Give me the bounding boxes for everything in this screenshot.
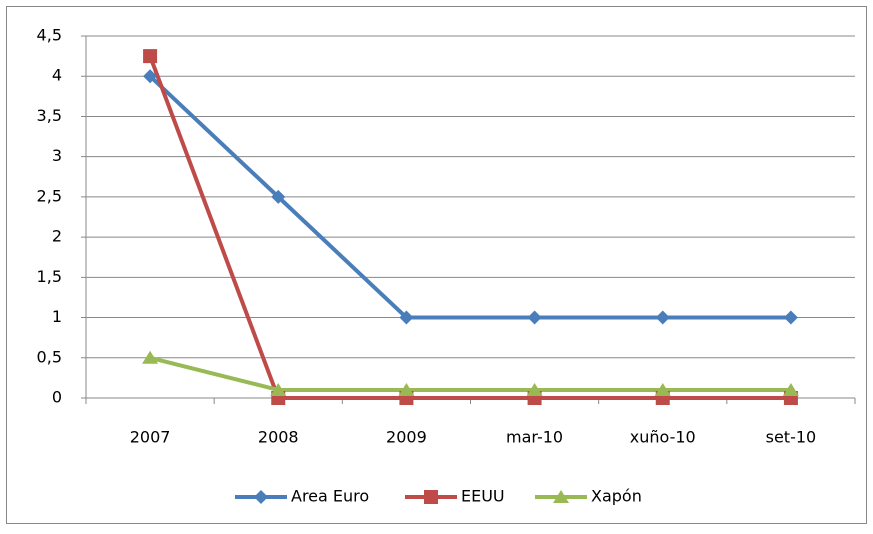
series-line — [148, 55, 791, 400]
marker — [398, 382, 415, 396]
y-tick-label: 2,5 — [37, 186, 62, 205]
series-line — [148, 74, 791, 320]
x-tick-label: xuño-10 — [630, 428, 696, 447]
y-tick-label: 4 — [52, 66, 62, 85]
marker — [399, 310, 414, 325]
marker — [527, 310, 542, 325]
marker — [143, 69, 158, 84]
y-tick-label: 4,5 — [37, 26, 62, 45]
marker — [782, 382, 799, 396]
y-tick-label: 0 — [52, 388, 62, 407]
x-tick-label: mar-10 — [506, 428, 563, 447]
x-tick-label: set-10 — [766, 428, 817, 447]
marker — [254, 490, 268, 504]
marker — [654, 382, 671, 396]
chart-border — [6, 6, 867, 524]
y-tick-label: 3,5 — [37, 106, 62, 125]
marker — [526, 382, 543, 396]
x-tick-label: 2007 — [130, 428, 171, 447]
legend-label: EEUU — [461, 487, 505, 506]
marker — [424, 490, 438, 504]
marker — [553, 490, 569, 503]
y-tick-label: 2 — [52, 227, 62, 246]
y-tick-label: 1,5 — [37, 267, 62, 286]
y-tick-label: 3 — [52, 146, 62, 165]
marker — [271, 189, 286, 204]
marker — [783, 310, 798, 325]
marker — [143, 49, 158, 64]
marker — [142, 350, 159, 364]
marker — [270, 382, 287, 396]
x-tick-label: 2008 — [258, 428, 299, 447]
legend-label: Area Euro — [291, 487, 369, 506]
y-tick-label: 0,5 — [37, 347, 62, 366]
x-tick-label: 2009 — [386, 428, 427, 447]
y-tick-label: 1 — [52, 307, 62, 326]
legend-label: Xapón — [591, 487, 642, 506]
series-line — [149, 355, 791, 392]
marker — [655, 310, 670, 325]
